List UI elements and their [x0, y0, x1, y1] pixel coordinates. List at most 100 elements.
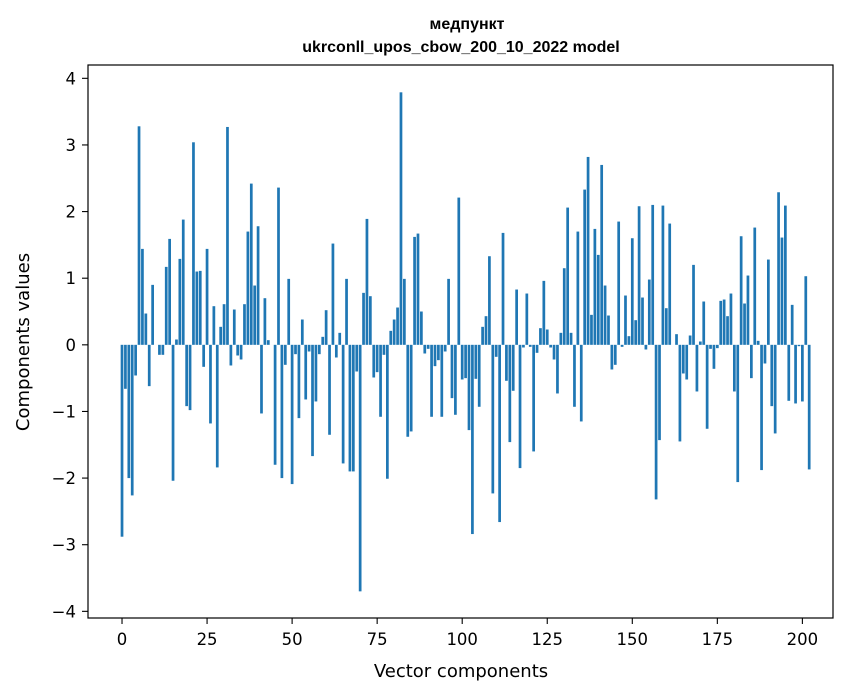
bar-119	[525, 293, 529, 345]
bar-8	[147, 344, 151, 387]
bar-201	[804, 276, 808, 345]
bar-61	[328, 344, 331, 435]
bar-77	[382, 344, 386, 355]
bar-93	[437, 344, 440, 361]
bar-182	[739, 236, 743, 345]
bar-159	[661, 205, 665, 345]
bar-84	[406, 344, 410, 437]
bar-87	[416, 233, 420, 345]
y-tick-label: 3	[66, 136, 77, 155]
y-tick-label: 4	[66, 69, 77, 88]
bar-108	[488, 256, 491, 345]
bar-145	[613, 344, 617, 365]
bar-76	[379, 344, 382, 417]
bar-70	[358, 344, 362, 592]
bar-138	[590, 314, 593, 345]
bar-63	[334, 344, 338, 358]
y-tick-label: −4	[52, 602, 76, 621]
bar-189	[763, 344, 767, 364]
bar-49	[287, 278, 291, 345]
bar-98	[454, 344, 457, 415]
bar-42	[263, 298, 267, 345]
bar-165	[681, 344, 685, 374]
bar-6	[141, 248, 144, 345]
x-tick-label: 200	[787, 630, 819, 649]
bar-90	[426, 344, 430, 349]
bar-180	[732, 344, 736, 392]
bar-62	[331, 243, 335, 345]
bar-177	[722, 299, 726, 345]
bar-13	[164, 266, 168, 345]
x-axis-label: Vector components	[374, 661, 548, 682]
x-tick-label: 75	[367, 630, 388, 649]
bar-186	[753, 227, 757, 345]
bar-149	[627, 336, 631, 345]
bar-94	[440, 344, 444, 417]
bar-11	[158, 344, 161, 355]
bar-152	[637, 206, 641, 345]
x-tick-label: 100	[446, 630, 478, 649]
bar-150	[630, 238, 634, 345]
bar-126	[549, 344, 553, 348]
bar-66	[345, 278, 348, 345]
bar-122	[535, 344, 539, 353]
bar-123	[539, 328, 542, 345]
bar-121	[532, 344, 535, 452]
bar-7	[144, 313, 148, 345]
bar-18	[181, 219, 185, 345]
bar-31	[226, 126, 229, 345]
bar-109	[491, 344, 495, 494]
bar-133	[573, 344, 576, 407]
bar-185	[750, 344, 753, 379]
bar-146	[617, 221, 621, 345]
bar-127	[552, 344, 556, 360]
bar-16	[175, 339, 178, 345]
bar-156	[651, 204, 655, 345]
bar-125	[545, 329, 549, 345]
bar-157	[654, 344, 658, 500]
plot-area-frame	[87, 64, 834, 619]
bar-117	[518, 344, 522, 469]
chart-title-line-1: медпункт	[430, 16, 505, 33]
bar-166	[685, 344, 689, 380]
bar-75	[375, 344, 379, 373]
bar-140	[596, 254, 600, 345]
bar-4	[134, 344, 137, 376]
bar-32	[229, 344, 233, 366]
bar-27	[212, 306, 216, 345]
y-tick-label: 0	[66, 336, 77, 355]
bar-141	[600, 164, 604, 345]
x-tick-label: 175	[702, 630, 734, 649]
bar-147	[620, 344, 624, 347]
bar-43	[266, 340, 270, 345]
chart-title-line-2: ukrconll_upos_cbow_200_10_2022 model	[302, 39, 619, 56]
bar-114	[508, 344, 512, 443]
bar-137	[586, 156, 590, 345]
bar-52	[297, 344, 301, 419]
bar-116	[515, 289, 518, 345]
bar-102	[467, 344, 471, 431]
bar-199	[797, 344, 801, 347]
bar-170	[698, 341, 702, 345]
bar-169	[695, 344, 699, 392]
x-tick-label: 150	[617, 630, 649, 649]
bar-64	[338, 332, 342, 345]
bar-59	[321, 336, 325, 345]
bar-67	[348, 344, 352, 472]
bar-40	[256, 226, 260, 345]
bar-80	[392, 319, 396, 345]
bar-187	[756, 340, 760, 345]
bar-85	[409, 344, 413, 432]
y-tick-label: −2	[52, 469, 76, 488]
bar-22	[195, 271, 199, 345]
bar-53	[300, 319, 304, 345]
bar-47	[280, 344, 284, 479]
bar-148	[624, 295, 627, 345]
bar-103	[471, 344, 474, 535]
bar-54	[304, 344, 308, 400]
bar-83	[403, 278, 406, 345]
bar-17	[178, 258, 182, 345]
bar-195	[784, 205, 787, 345]
bar-135	[579, 344, 583, 422]
